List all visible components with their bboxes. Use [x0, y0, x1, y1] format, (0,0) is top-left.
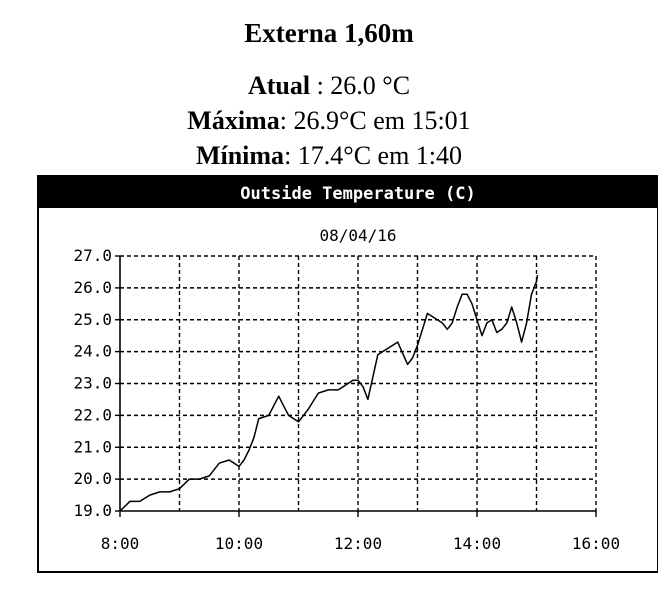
y-tick-label: 25.0 [73, 310, 112, 329]
chart-title: Outside Temperature (C) [240, 184, 475, 204]
y-tick-label: 20.0 [73, 469, 112, 488]
max-value: 26.9°C em 15:01 [293, 106, 471, 135]
y-tick-label: 19.0 [73, 501, 112, 520]
chart-subtitle: 08/04/16 [319, 226, 396, 245]
chart-grid [120, 255, 597, 511]
y-tick-label: 26.0 [73, 278, 112, 297]
max-temperature: Máxima: 26.9°C em 15:01 [0, 103, 658, 138]
x-tick-label: 12:00 [334, 534, 382, 553]
current-temperature: Atual : 26.0 °C [0, 68, 658, 103]
current-separator: : [310, 71, 331, 100]
chart-ticks: 19.0 20.0 21.0 22.0 23.0 24.0 25.0 26.0 27.0 8:00… [73, 246, 620, 553]
chart-series [119, 274, 539, 512]
x-tick-label: 8:00 [101, 534, 140, 553]
current-value: 26.0 °C [330, 71, 411, 100]
current-label: Atual [247, 71, 311, 100]
min-temperature: Mínima: 17.4°C em 1:40 [0, 138, 658, 173]
y-tick-label: 22.0 [73, 405, 112, 424]
y-tick-label: 21.0 [73, 437, 112, 456]
x-tick-label: 14:00 [453, 534, 501, 553]
min-value: 17.4°C em 1:40 [297, 141, 463, 170]
x-tick-label: 10:00 [215, 534, 263, 553]
chart-frame [37, 175, 658, 573]
page-title: Externa 1,60m [244, 18, 414, 48]
chart-title-bar [38, 176, 658, 208]
max-separator: : [279, 106, 294, 135]
x-tick-label: 16:00 [572, 534, 620, 553]
min-separator: : [284, 141, 298, 170]
min-label: Mínima [195, 141, 285, 170]
y-tick-label: 23.0 [73, 374, 112, 393]
y-tick-label: 27.0 [73, 246, 112, 265]
y-tick-label: 24.0 [73, 342, 112, 361]
series-line-0 [119, 274, 539, 512]
max-label: Máxima [187, 106, 280, 135]
